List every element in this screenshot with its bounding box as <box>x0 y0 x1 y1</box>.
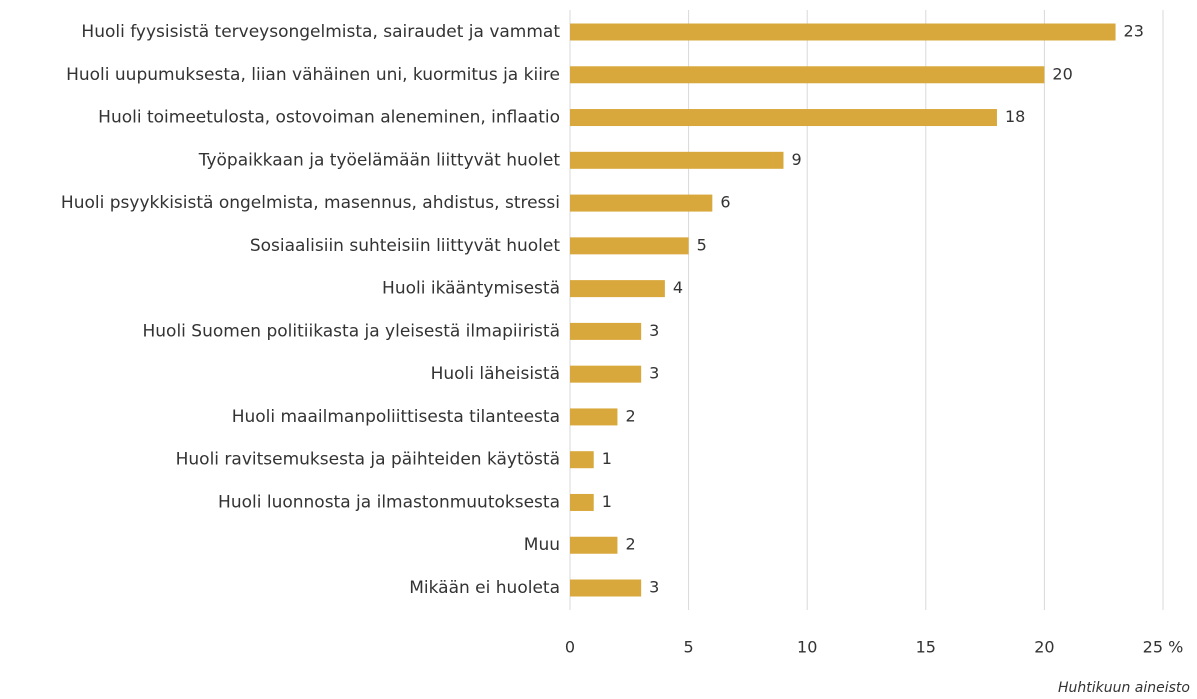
bar <box>570 280 665 298</box>
bar <box>570 109 997 127</box>
bar <box>570 408 618 426</box>
y-tick-label: Huoli Suomen politiikasta ja yleisestä i… <box>142 321 560 341</box>
bar <box>570 237 689 255</box>
bar <box>570 194 713 212</box>
data-label: 1 <box>602 492 612 511</box>
y-tick-label: Huoli ravitsemuksesta ja päihteiden käyt… <box>176 450 560 470</box>
data-label: 3 <box>649 364 659 383</box>
bar <box>570 322 642 340</box>
data-label: 6 <box>720 193 730 212</box>
data-label: 5 <box>697 235 707 254</box>
y-tick-label: Huoli toimeetulosta, ostovoiman alenemin… <box>98 108 560 128</box>
y-tick-label: Huoli läheisistä <box>431 364 560 384</box>
x-tick-label: 15 <box>916 638 936 657</box>
y-tick-label: Huoli maailmanpoliittisesta tilanteesta <box>232 407 560 427</box>
y-tick-label: Huoli psyykkisistä ongelmista, masennus,… <box>61 193 560 213</box>
bar <box>570 579 642 597</box>
y-tick-label: Mikään ei huoleta <box>409 578 560 598</box>
bar <box>570 365 642 383</box>
y-tick-label: Huoli ikääntymisestä <box>382 279 560 299</box>
bar <box>570 23 1116 41</box>
data-label: 20 <box>1052 64 1072 83</box>
bar <box>570 151 784 169</box>
data-label: 1 <box>602 449 612 468</box>
y-tick-label: Huoli uupumuksesta, liian vähäinen uni, … <box>66 65 560 85</box>
x-tick-label: 10 <box>797 638 817 657</box>
x-tick-label: 0 <box>565 638 575 657</box>
y-tick-label: Huoli fyysisistä terveysongelmista, sair… <box>81 22 560 42</box>
data-label: 18 <box>1005 107 1025 126</box>
data-label: 2 <box>625 535 635 554</box>
x-tick-label: 20 <box>1034 638 1054 657</box>
bar <box>570 451 594 469</box>
y-tick-label: Sosiaalisiin suhteisiin liittyvät huolet <box>250 236 561 256</box>
bar <box>570 493 594 511</box>
y-tick-label: Muu <box>524 535 560 555</box>
data-label: 3 <box>649 321 659 340</box>
data-label: 3 <box>649 578 659 597</box>
data-label: 2 <box>625 406 635 425</box>
data-label: 9 <box>791 150 801 169</box>
y-tick-label: Työpaikkaan ja työelämään liittyvät huol… <box>198 150 561 170</box>
note: Huhtikuun aineisto <box>1058 680 1190 696</box>
bar <box>570 536 618 554</box>
data-label: 4 <box>673 278 683 297</box>
x-tick-label: 5 <box>684 638 694 657</box>
bar <box>570 66 1045 84</box>
x-tick-label: 25 % <box>1143 638 1184 657</box>
data-label: 23 <box>1124 22 1144 41</box>
y-tick-label: Huoli luonnosta ja ilmastonmuutoksesta <box>218 492 560 512</box>
